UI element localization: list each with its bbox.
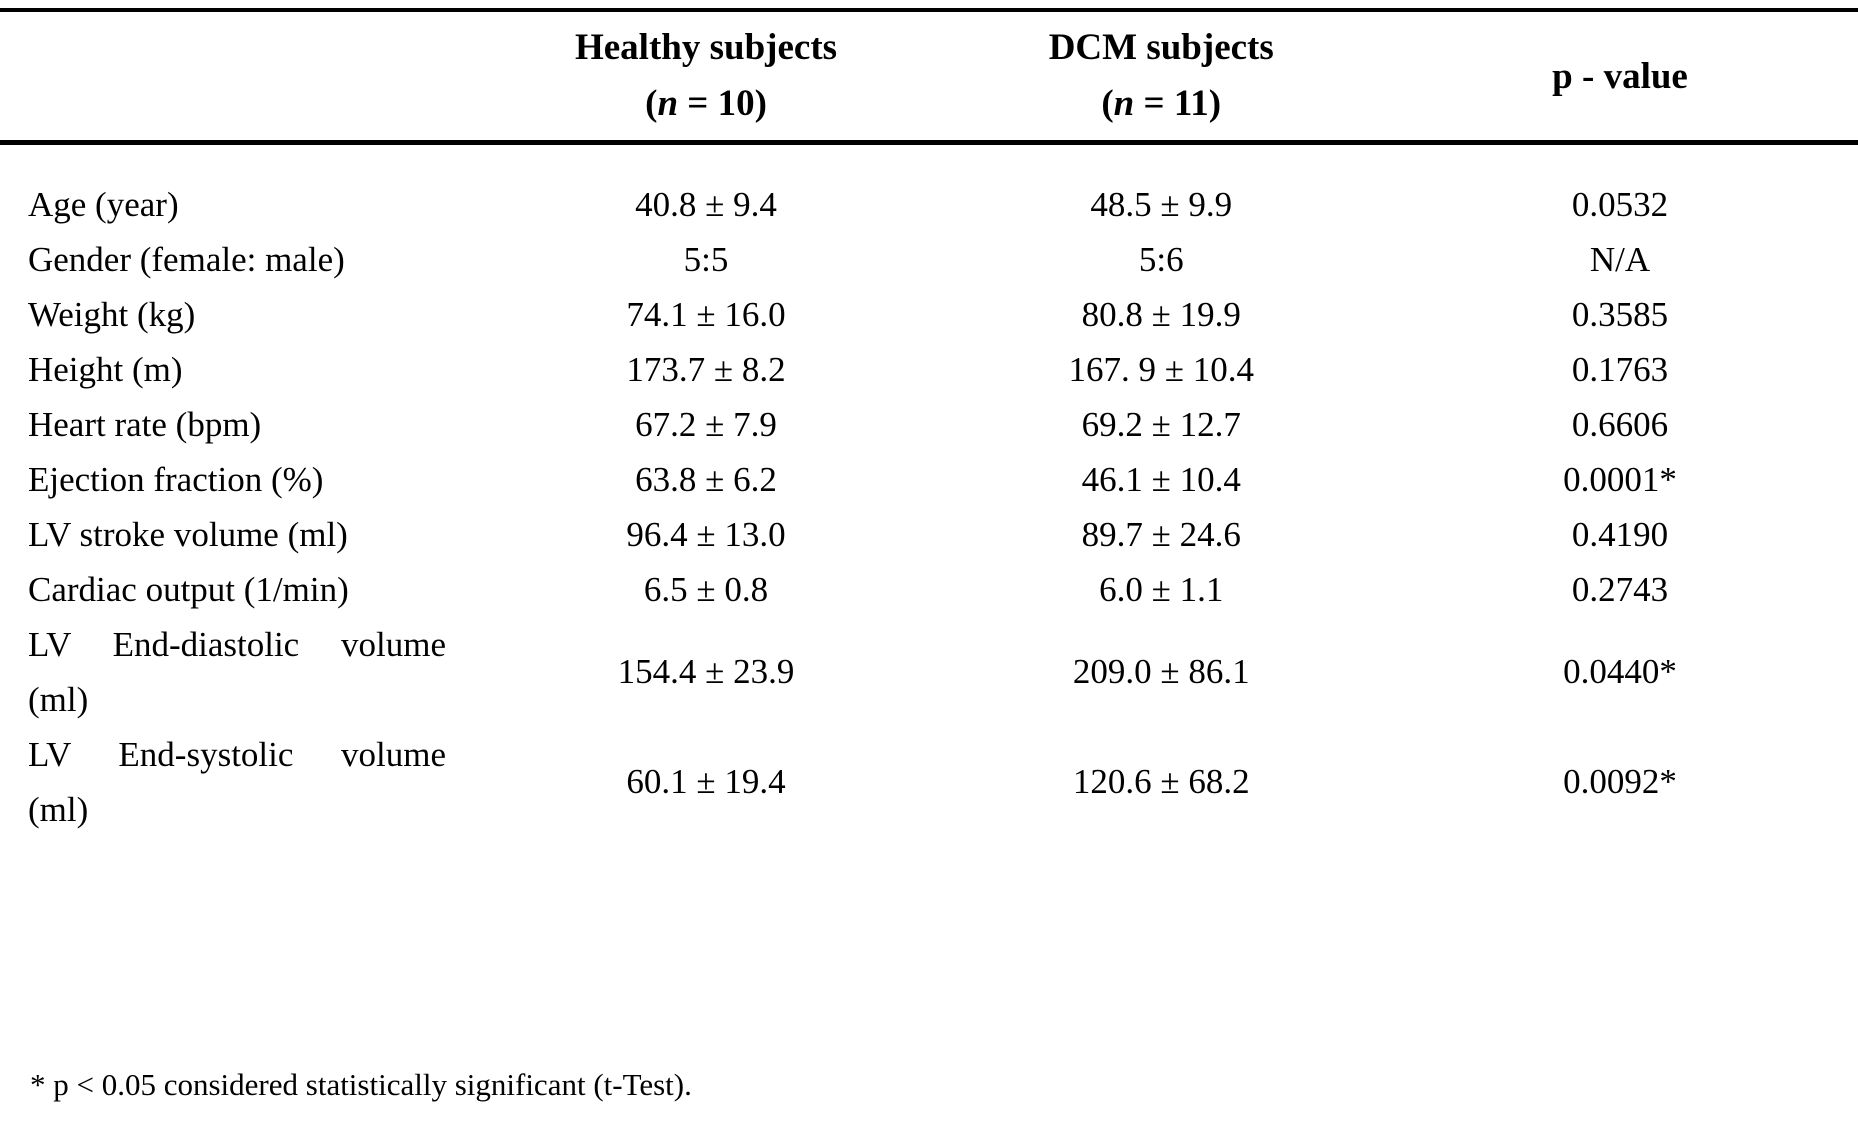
p-value: 0.1763: [1571, 349, 1669, 389]
header-dcm-n: (n = 11): [910, 76, 1412, 132]
row-label: Heart rate (bpm): [28, 405, 262, 444]
row-label-cell: Ejection fraction (%): [0, 452, 502, 507]
dcm-value: 167. 9 ± 10.4: [1068, 349, 1254, 389]
table-row: Gender (female: male) 5:5 5:6 N/A: [0, 232, 1858, 287]
row-label: LV stroke volume (ml): [28, 515, 348, 554]
p-value: N/A: [1589, 239, 1651, 279]
p-value: 0.4190: [1571, 514, 1669, 554]
table-row: Weight (kg) 74.1 ± 16.0 80.8 ± 19.9 0.35…: [0, 287, 1858, 342]
healthy-value: 6.5 ± 0.8: [643, 569, 769, 609]
row-label: Weight (kg): [28, 295, 196, 334]
header-parameter-column-spacer: [0, 12, 502, 140]
n-symbol: n: [657, 83, 679, 124]
healthy-value: 154.4 ± 23.9: [617, 652, 795, 691]
header-dcm-title: DCM subjects: [1048, 27, 1274, 68]
dcm-value: 120.6 ± 68.2: [1072, 762, 1250, 801]
p-value: 0.2743: [1571, 569, 1669, 609]
row-label-cell: Age (year): [0, 177, 502, 232]
p-value: 0.0532: [1571, 184, 1669, 224]
healthy-value: 40.8 ± 9.4: [635, 184, 777, 224]
row-label-line2: (ml): [28, 680, 89, 719]
table-row: Ejection fraction (%) 63.8 ± 6.2 46.1 ± …: [0, 452, 1858, 507]
healthy-value: 96.4 ± 13.0: [626, 514, 786, 554]
p-value: 0.6606: [1571, 404, 1669, 444]
row-label-cell: Cardiac output (1/min): [0, 562, 502, 617]
healthy-value: 63.8 ± 6.2: [635, 459, 777, 499]
p-value: 0.0092*: [1563, 762, 1677, 801]
row-label-cell: Weight (kg): [0, 287, 502, 342]
row-label-line2: (ml): [28, 790, 89, 829]
p-value: 0.0440*: [1563, 652, 1677, 691]
dcm-value: 69.2 ± 12.7: [1081, 404, 1241, 444]
healthy-value: 74.1 ± 16.0: [626, 294, 786, 334]
table-row: LV End-systolic volume (ml) 60.1 ± 19.4 …: [0, 727, 1858, 837]
row-label-cell: Heart rate (bpm): [0, 397, 502, 452]
n-symbol: n: [1113, 83, 1135, 124]
p-value: 0.0001*: [1563, 459, 1677, 499]
p-value: 0.3585: [1571, 294, 1669, 334]
healthy-value: 67.2 ± 7.9: [635, 404, 777, 444]
header-healthy-title: Healthy subjects: [574, 27, 838, 68]
header-healthy-subjects: Healthy subjects (n = 10): [502, 12, 911, 140]
row-label: Ejection fraction (%): [28, 460, 324, 499]
row-label: LV End-systolic volume: [28, 735, 446, 774]
table-top-rule: [0, 8, 1858, 12]
table-body: Age (year) 40.8 ± 9.4 48.5 ± 9.9 0.0532 …: [0, 145, 1858, 837]
dcm-value: 6.0 ± 1.1: [1099, 569, 1224, 609]
n-value: = 11): [1134, 83, 1222, 124]
healthy-value: 173.7 ± 8.2: [626, 349, 786, 389]
row-label: Height (m): [28, 350, 183, 389]
table-row: LV End-diastolic volume (ml) 154.4 ± 23.…: [0, 617, 1858, 727]
row-label: Cardiac output (1/min): [28, 570, 349, 609]
row-label-cell: LV End-systolic volume (ml): [0, 727, 502, 837]
paren-open: (: [645, 83, 658, 124]
table-footnote: * p < 0.05 considered statistically sign…: [30, 1067, 692, 1102]
row-label: LV End-diastolic volume: [28, 625, 446, 664]
n-value: = 10): [678, 83, 767, 124]
healthy-value: 5:5: [683, 239, 729, 279]
dcm-value: 46.1 ± 10.4: [1081, 459, 1241, 499]
row-label-cell: Gender (female: male): [0, 232, 502, 287]
row-label-cell: Height (m): [0, 342, 502, 397]
dcm-value: 48.5 ± 9.9: [1090, 184, 1233, 224]
table-row: Heart rate (bpm) 67.2 ± 7.9 69.2 ± 12.7 …: [0, 397, 1858, 452]
row-label-cell: LV stroke volume (ml): [0, 507, 502, 562]
header-dcm-subjects: DCM subjects (n = 11): [910, 12, 1412, 140]
dcm-value: 5:6: [1138, 239, 1184, 279]
table-row: Age (year) 40.8 ± 9.4 48.5 ± 9.9 0.0532: [0, 177, 1858, 232]
header-divider-rule: [0, 140, 1858, 145]
row-label: Gender (female: male): [28, 240, 345, 279]
table-header-row: Healthy subjects (n = 10) DCM subjects (…: [0, 12, 1858, 140]
paren-open: (: [1101, 83, 1114, 124]
healthy-value: 60.1 ± 19.4: [626, 762, 786, 801]
table-row: Height (m) 173.7 ± 8.2 167. 9 ± 10.4 0.1…: [0, 342, 1858, 397]
header-healthy-n: (n = 10): [502, 76, 911, 132]
dcm-value: 80.8 ± 19.9: [1081, 294, 1241, 334]
header-p-value: p - value: [1552, 55, 1688, 97]
row-label: Age (year): [28, 185, 179, 224]
table-row: Cardiac output (1/min) 6.5 ± 0.8 6.0 ± 1…: [0, 562, 1858, 617]
table-row: LV stroke volume (ml) 96.4 ± 13.0 89.7 ±…: [0, 507, 1858, 562]
dcm-value: 209.0 ± 86.1: [1072, 652, 1250, 691]
row-label-cell: LV End-diastolic volume (ml): [0, 617, 502, 727]
dcm-value: 89.7 ± 24.6: [1081, 514, 1241, 554]
